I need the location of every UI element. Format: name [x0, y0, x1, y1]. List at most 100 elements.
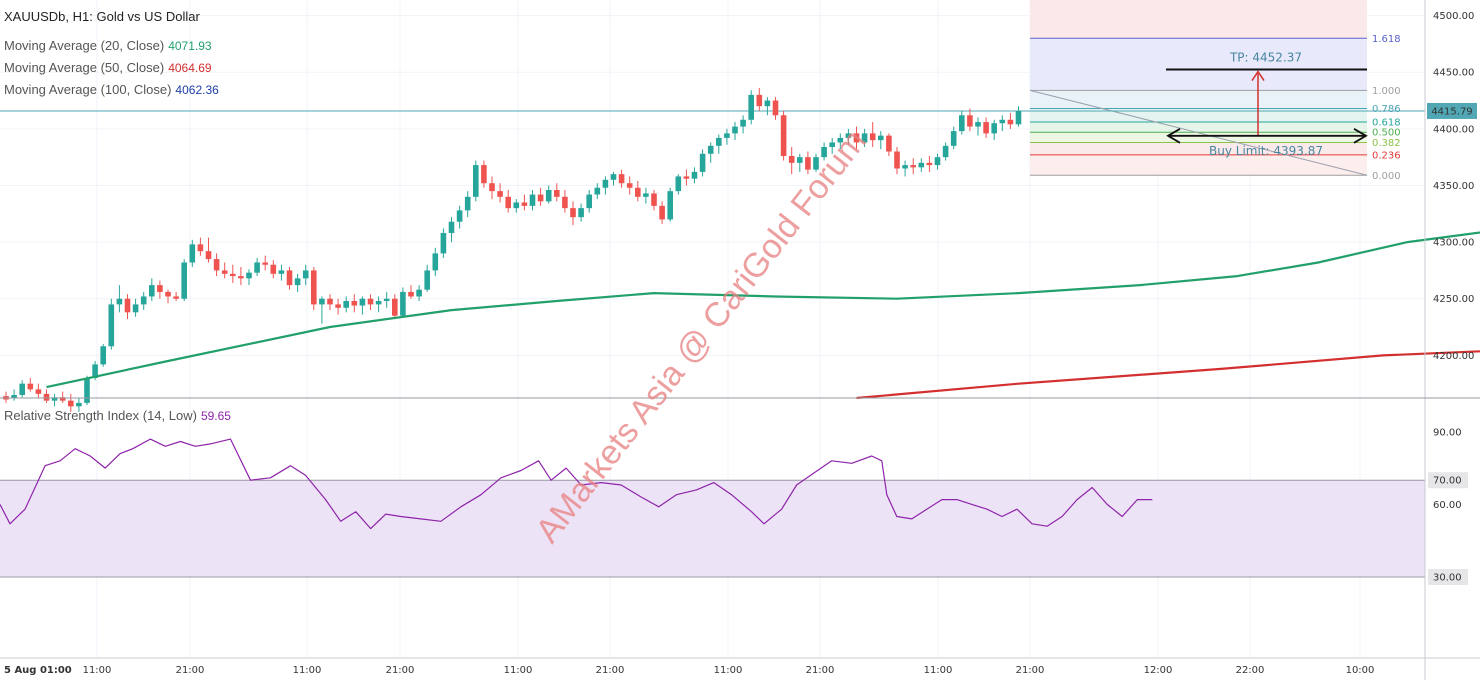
- time-tick-label: 10:00: [1346, 665, 1375, 676]
- candle-body: [813, 157, 819, 170]
- candle-body: [367, 298, 374, 305]
- current-price-badge: [1427, 102, 1477, 119]
- candle-body: [173, 296, 179, 299]
- time-tick-label: 21:00: [386, 665, 415, 676]
- candle-body: [497, 191, 503, 197]
- candle-body: [626, 183, 633, 188]
- candle-body: [845, 133, 852, 138]
- candle-body: [213, 259, 220, 271]
- ma20-line: [46, 231, 1480, 389]
- candle-body: [878, 135, 884, 141]
- fib-level-label: 0.618: [1372, 118, 1401, 129]
- fib-level-label: 0.500: [1372, 128, 1401, 139]
- candle-body: [886, 135, 892, 152]
- candle-body: [221, 270, 228, 274]
- time-tick-label: 11:00: [293, 665, 322, 676]
- buy-limit-label: Buy Limit: 4393.87: [1209, 144, 1323, 158]
- candle-body: [481, 165, 487, 184]
- candle-body: [108, 304, 115, 347]
- candle-body: [473, 165, 479, 197]
- candle-body: [448, 221, 455, 234]
- candle-body: [408, 291, 414, 297]
- fib-zone: [1030, 38, 1367, 91]
- candle-body: [975, 122, 981, 127]
- candle-body: [586, 194, 592, 209]
- candle-body: [505, 196, 511, 209]
- candle-body: [675, 176, 682, 192]
- time-tick-label: 21:00: [176, 665, 205, 676]
- candle-body: [732, 126, 738, 134]
- candle-body: [319, 298, 325, 305]
- candle-body: [59, 397, 66, 401]
- candle-body: [659, 205, 665, 220]
- candle-body: [246, 272, 252, 279]
- candle-body: [513, 202, 520, 209]
- candle-body: [740, 119, 746, 127]
- candle-body: [116, 298, 123, 305]
- candle-body: [464, 196, 471, 211]
- candle-body: [651, 193, 657, 206]
- candle-body: [92, 364, 98, 378]
- price-tick-label: 4200.00: [1433, 351, 1474, 362]
- candle-body: [942, 145, 949, 158]
- time-tick-label: 11:00: [714, 665, 743, 676]
- candle-body: [197, 244, 204, 252]
- candle-body: [43, 393, 50, 401]
- rsi-band-badge: [1428, 472, 1468, 489]
- candle-body: [756, 94, 763, 107]
- candle-body: [764, 100, 771, 107]
- candle-body: [554, 190, 560, 197]
- fib-zone: [1030, 132, 1367, 143]
- candle-body: [11, 394, 17, 399]
- time-tick-label: 21:00: [1016, 665, 1045, 676]
- rsi-tick-label: 60.00: [1433, 500, 1462, 511]
- rsi-series-line: [0, 438, 1153, 530]
- candle-body: [643, 193, 649, 197]
- candle-body: [910, 165, 916, 168]
- rsi-legend: Relative Strength Index (14, Low) 59.65: [4, 408, 231, 423]
- candle-body: [375, 300, 382, 305]
- candle-body: [821, 146, 827, 158]
- price-tick-label: 4300.00: [1433, 238, 1474, 249]
- candle-body: [359, 298, 366, 306]
- candle-body: [716, 137, 722, 146]
- time-tick-label: 11:00: [83, 665, 112, 676]
- ma50-legend-label: Moving Average (50, Close): [4, 60, 165, 75]
- candle-body: [400, 291, 406, 316]
- candle-body: [869, 133, 876, 141]
- candle-body: [959, 115, 965, 132]
- fib-trendline: [1029, 89, 1368, 176]
- candle-body: [578, 208, 584, 218]
- fib-level-label: 1.000: [1372, 86, 1401, 97]
- ma50-legend-value: 4064.69: [168, 61, 212, 75]
- candle-body: [416, 289, 422, 297]
- candle-body: [1015, 110, 1022, 125]
- candle-body: [837, 137, 844, 143]
- candle-body: [594, 187, 601, 195]
- candle-body: [270, 264, 277, 274]
- moving-averages: [46, 231, 1480, 400]
- candle-body: [667, 191, 673, 220]
- candle-body: [967, 115, 973, 127]
- candle-body: [165, 291, 171, 297]
- candle-body: [894, 151, 900, 169]
- candle-body: [999, 119, 1006, 124]
- price-tick-label: 4350.00: [1433, 181, 1474, 192]
- candle-body: [149, 285, 155, 297]
- time-tick-label: 21:00: [806, 665, 835, 676]
- candle-body: [278, 270, 285, 274]
- fib-level-label: 0.000: [1372, 171, 1401, 182]
- fib-level-label: 0.236: [1372, 150, 1401, 161]
- candle-body: [489, 183, 495, 192]
- candle-body: [691, 171, 698, 179]
- trade-annotations[interactable]: TP: 4452.37 Buy Limit: 4393.87: [1166, 51, 1368, 158]
- fib-zone: [1030, 90, 1367, 109]
- candle-body: [570, 208, 576, 218]
- candle-body: [424, 270, 430, 290]
- candle-body: [294, 278, 301, 286]
- candle-body: [392, 298, 398, 316]
- candle-body: [918, 162, 925, 168]
